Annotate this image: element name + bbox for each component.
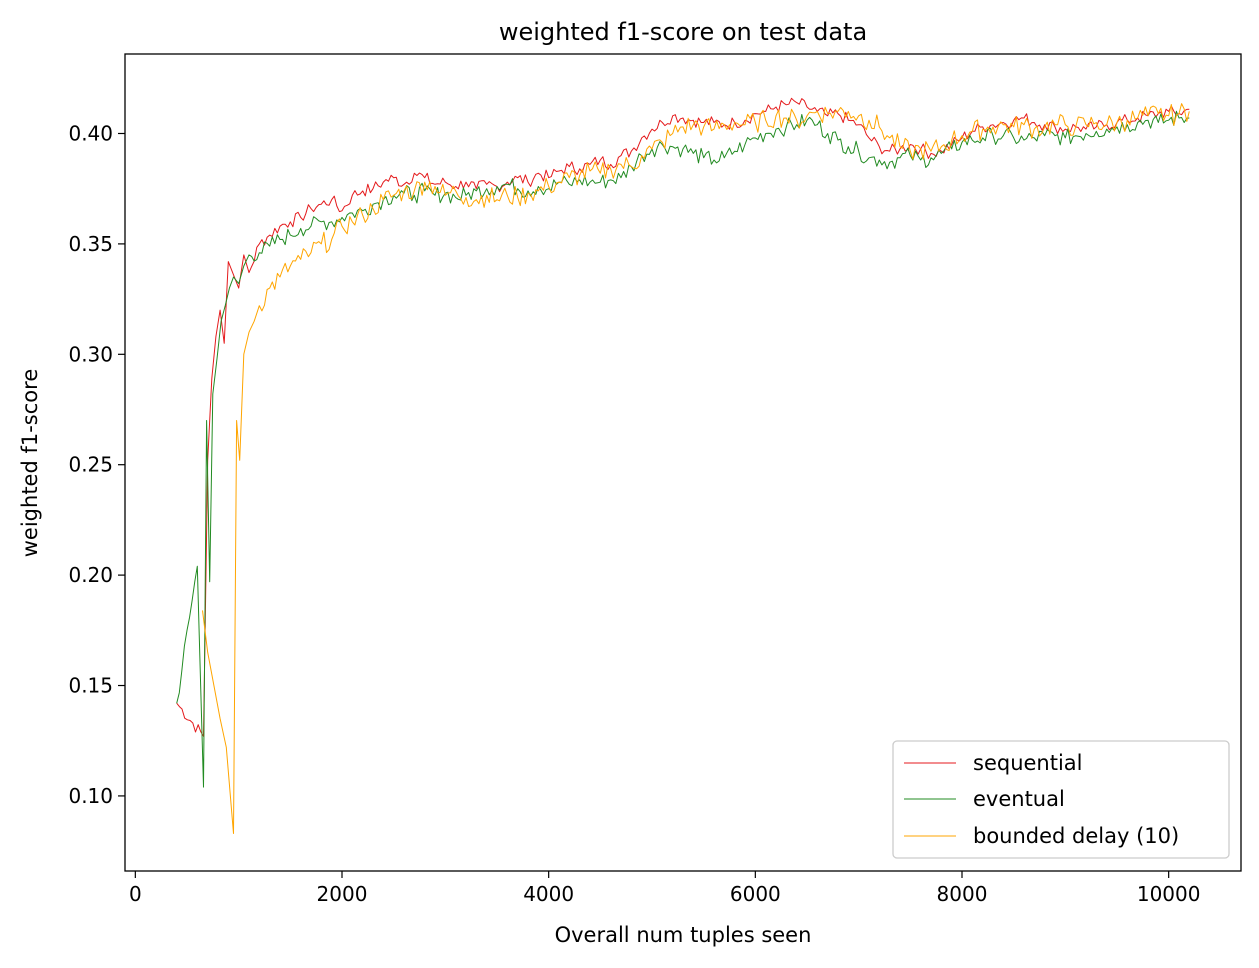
x-tick-label: 2000: [317, 882, 368, 906]
plot-area-frame: [124, 53, 1242, 872]
y-tick-label: 0.30: [68, 342, 113, 366]
y-tick-label: 0.15: [68, 674, 113, 698]
legend-label-sequential: sequential: [973, 751, 1083, 775]
series-line-eventual: [176, 110, 1190, 788]
y-axis: 0.10 0.15 0.20 0.25 0.30 0.35 0.40: [68, 121, 125, 808]
y-tick-label: 0.20: [68, 563, 113, 587]
y-axis-label: weighted f1-score: [18, 369, 42, 558]
x-tick-label: 0: [129, 882, 142, 906]
x-axis-label: Overall num tuples seen: [555, 923, 812, 947]
y-tick-label: 0.35: [68, 232, 113, 256]
series-line-sequential: [176, 97, 1190, 737]
series-line-bounded-delay: [202, 103, 1190, 834]
x-tick-label: 8000: [937, 882, 988, 906]
x-tick-label: 6000: [730, 882, 781, 906]
y-tick-label: 0.10: [68, 784, 113, 808]
legend-label-bounded-delay: bounded delay (10): [973, 824, 1179, 848]
series-layer: [176, 97, 1190, 834]
legend-label-eventual: eventual: [973, 787, 1065, 811]
x-tick-label: 10000: [1137, 882, 1201, 906]
y-tick-label: 0.40: [68, 121, 113, 145]
chart-title: weighted f1-score on test data: [499, 18, 867, 46]
x-axis: 0 2000 4000 6000 8000 10000: [129, 871, 1201, 906]
legend: sequential eventual bounded delay (10): [892, 740, 1230, 859]
x-tick-label: 4000: [523, 882, 574, 906]
legend-box: [892, 740, 1230, 859]
y-tick-label: 0.25: [68, 453, 113, 477]
